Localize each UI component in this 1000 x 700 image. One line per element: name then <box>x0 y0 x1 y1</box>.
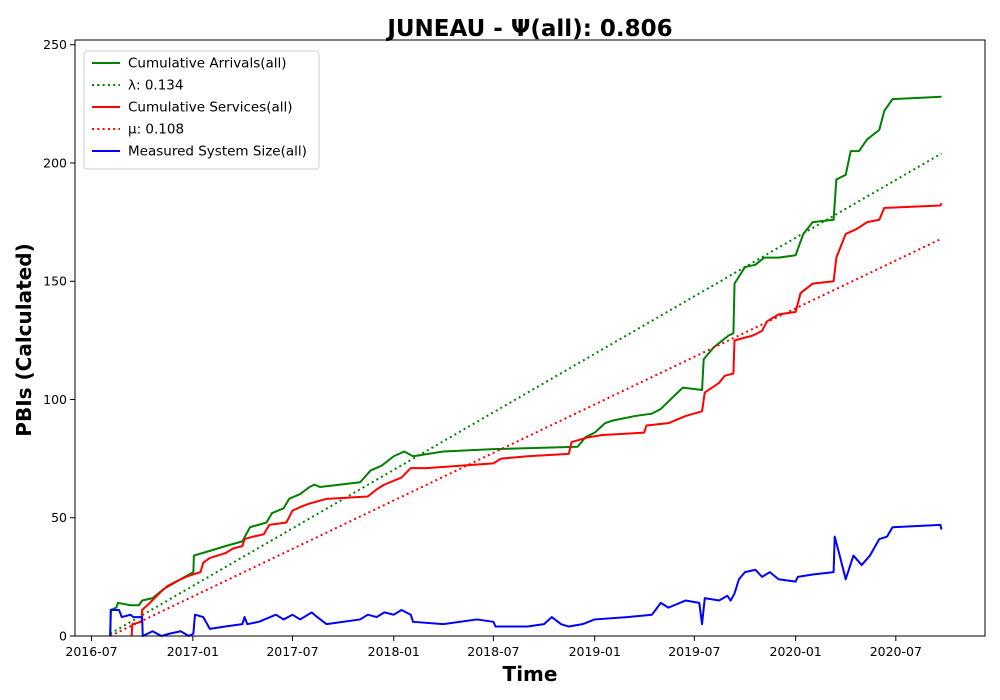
series-line-3 <box>130 202 943 637</box>
legend-box <box>83 50 320 170</box>
legend-label: Measured System Size(all) <box>128 144 307 160</box>
series-line-1 <box>109 95 942 637</box>
legend-label: Cumulative Arrivals(all) <box>128 56 287 72</box>
y-tick-label: 200 <box>43 155 67 170</box>
plot-frame <box>74 39 986 637</box>
x-axis-label: Time <box>503 662 558 686</box>
x-tick-label: 2020-07 <box>870 644 922 659</box>
chart-title: JUNEAU - Ψ(all): 0.806 <box>385 16 672 42</box>
x-tick-label: 2019-07 <box>668 644 720 659</box>
series-layer <box>109 95 943 637</box>
x-tick-label: 2017-01 <box>167 644 219 659</box>
x-axis: 2016-07 2017-01 2017-07 2018-01 2018-07 2019-… <box>65 636 922 659</box>
x-tick-label: 2018-01 <box>368 644 420 659</box>
series-line-2 <box>109 152 943 635</box>
series-line-5 <box>109 523 943 637</box>
y-tick-label: 50 <box>51 510 67 525</box>
x-tick-label: 2020-01 <box>770 644 822 659</box>
y-axis: 0 50 100 150 200 250 <box>43 37 75 644</box>
x-tick-label: 2017-07 <box>266 644 318 659</box>
y-tick-label: 100 <box>43 392 67 407</box>
y-tick-label: 150 <box>43 274 67 289</box>
x-tick-label: 2019-01 <box>569 644 621 659</box>
x-tick-label: 2018-07 <box>467 644 519 659</box>
legend-label: μ: 0.108 <box>128 122 184 138</box>
y-axis-label: PBIs (Calculated) <box>12 243 36 436</box>
y-tick-label: 250 <box>43 37 67 52</box>
legend-label: Cumulative Services(all) <box>128 100 293 116</box>
legend: Cumulative Arrivals(all) λ: 0.134 Cumulati… <box>83 50 320 170</box>
y-tick-label: 0 <box>59 629 67 644</box>
legend-label: λ: 0.134 <box>128 78 183 94</box>
x-tick-label: 2016-07 <box>65 644 117 659</box>
